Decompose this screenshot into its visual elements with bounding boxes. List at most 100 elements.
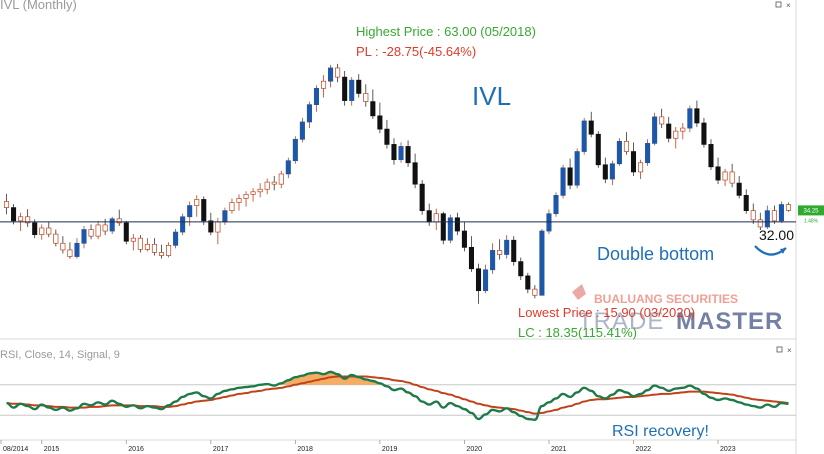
candle-body [680,127,686,132]
time-tick-label: 2019 [382,446,398,453]
candle-body [687,108,693,129]
candle-body [264,181,270,190]
candle-body [461,230,467,248]
watermark-logo-icon [572,284,586,300]
candle-body [335,67,341,78]
candle-body [440,213,446,241]
candle-body [595,133,601,166]
candle-body [666,123,672,139]
candle-body [257,188,263,193]
candle-body [208,220,214,233]
candle-body [158,252,165,256]
candle-body [546,213,552,232]
rsi-panel-controls[interactable]: × [776,346,792,355]
rsi-signal-line [6,375,789,415]
candle-body [581,120,587,152]
candle-body [285,160,291,175]
candle-body [454,217,460,232]
candle-body [201,199,207,222]
candle-body [123,222,129,242]
candle-body [553,195,559,215]
candle-body [349,79,355,101]
candle-body [497,250,503,255]
candle-body [74,242,80,257]
symbol-label: IVL [472,81,511,111]
candle-body [391,144,397,161]
candle-body [250,191,256,195]
candle-body [623,140,629,152]
lowest-price-label: Lowest Price : 15.90 (03/2020) [518,305,695,320]
watermark: BUALUANG SECURITIES TRADE MASTER [572,284,782,335]
candle-body [560,167,566,196]
rsi-recovery-label: RSI recovery! [612,423,709,440]
rsi-close-icon[interactable]: × [787,346,792,355]
candle-body [215,221,221,233]
highest-price-label: Highest Price : 63.00 (05/2018) [356,24,536,39]
candle-body [328,67,334,82]
candle-body [194,199,200,206]
candle-body [130,237,136,242]
candle-body [102,224,108,232]
panel-controls[interactable]: × [775,1,791,10]
candle-body [504,239,510,255]
candle-body [320,80,327,89]
candle-body [567,167,573,186]
time-tick-label: 2023 [720,446,736,453]
candle-body [673,130,679,139]
candle-body [278,173,284,185]
candle-body [574,151,580,186]
candle-body [616,140,622,165]
maximize-icon[interactable] [775,1,782,8]
candle-body [39,227,45,235]
last-price-badge-bg [798,205,824,216]
candle-body [271,181,277,185]
candle-body [180,216,186,233]
candle-body [306,104,312,123]
candle-body [722,171,728,181]
candle-body [490,250,496,271]
candle-body [475,268,482,292]
time-tick-label: 2015 [44,446,60,453]
price-panel-title: IVL (Monthly) [0,0,77,12]
candle-body [60,242,66,251]
candle-body [602,164,608,180]
candle-body [243,193,249,199]
candle-body [405,146,411,164]
rsi-maximize-icon[interactable] [776,346,783,353]
time-axis: 08/2014 2015 2016 2017 2018 2019 2020 2021 2022 2… [0,440,736,453]
time-tick-label: 08/2014 [3,446,28,453]
candle-body [785,204,792,211]
level-label: 32.00 [759,227,794,243]
candle-body [187,205,193,218]
time-tick-label: 2016 [128,446,144,453]
candle-body [88,229,94,237]
time-tick-label: 2021 [551,446,567,453]
candle-body [377,115,383,130]
last-price-badge: 34.25 1.48% [798,205,824,224]
candle-body [483,269,489,292]
candle-body [342,76,348,101]
candle-body [426,210,432,223]
watermark-product-a: TRADE [578,308,664,335]
candle-body [736,182,742,196]
candle-body [757,219,763,228]
candle-body [236,198,242,203]
candle-body [116,218,122,224]
candle-body [81,229,87,244]
bounce-arrowhead-icon [780,248,786,254]
pl-label: PL : -28.75(-45.64%) [356,44,476,59]
lc-label: LC : 18.35(115.41%) [518,325,637,340]
candle-body [299,121,305,140]
candle-body [95,224,101,237]
candlestick-series [3,63,792,304]
close-icon[interactable]: × [786,1,791,10]
rsi-panel-title: RSI, Close, 14, Signal, 9 [0,349,120,361]
time-tick-label: 2022 [635,446,651,453]
candle-body [778,204,784,222]
candle-body [166,244,172,256]
rsi-line [6,370,789,421]
candle-body [525,275,531,290]
candle-body [743,195,749,212]
candle-body [412,162,418,185]
